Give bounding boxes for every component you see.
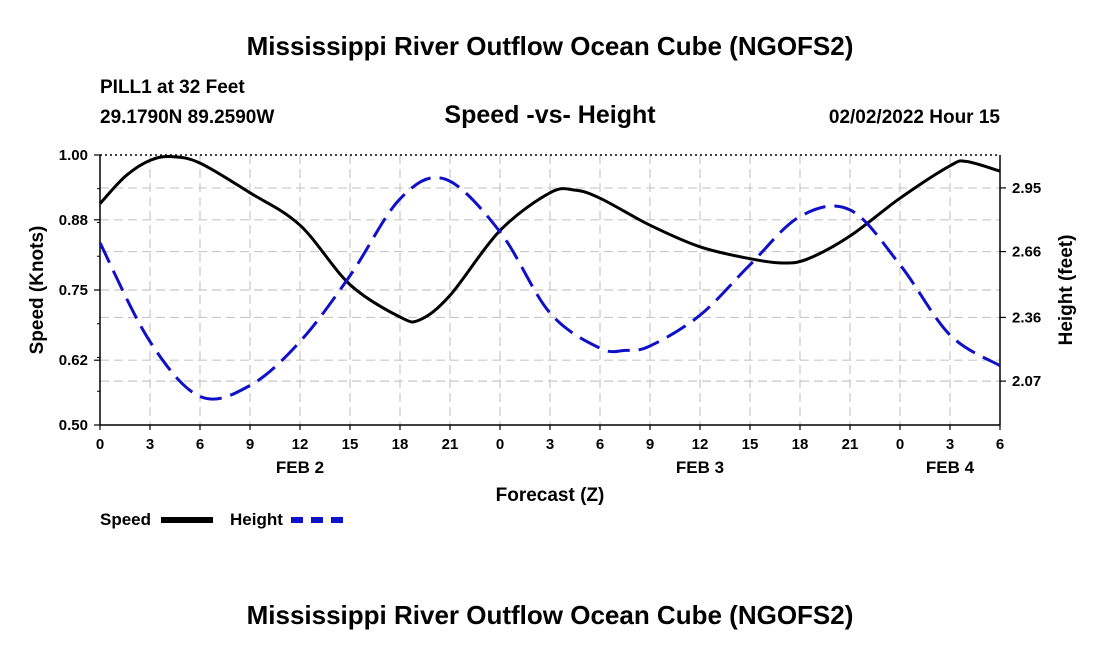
- y-left-tick-label: 0.50: [59, 417, 88, 434]
- x-tick-label: 6: [596, 436, 604, 453]
- y-right-tick-label: 2.07: [1012, 373, 1041, 390]
- x-axis-label: Forecast (Z): [496, 485, 605, 506]
- x-tick-label: 15: [342, 436, 359, 453]
- x-tick-label: 12: [292, 436, 309, 453]
- x-tick-label: 3: [946, 436, 954, 453]
- y-right-tick-label: 2.36: [1012, 309, 1041, 326]
- y-left-tick-label: 0.75: [59, 282, 88, 299]
- x-tick-label: 0: [96, 436, 104, 453]
- date-label: FEB 2: [276, 458, 324, 477]
- x-tick-label: 3: [546, 436, 554, 453]
- legend-speed-swatch: [161, 517, 213, 523]
- station-coords: 29.1790N 89.2590W: [100, 107, 275, 128]
- x-tick-label: 0: [496, 436, 504, 453]
- legend-height-swatch: [291, 517, 343, 523]
- series-line-speed: [98, 155, 1001, 324]
- x-tick-label: 9: [646, 436, 654, 453]
- y-left-axis-label: Speed (Knots): [27, 226, 48, 355]
- x-tick-label: 21: [442, 436, 459, 453]
- x-tick-label: 9: [246, 436, 254, 453]
- station-label: PILL1 at 32 Feet: [100, 77, 245, 98]
- y-left-tick-label: 0.88: [59, 212, 88, 229]
- legend-height-label: Height: [230, 510, 283, 529]
- legend-speed-label: Speed: [100, 510, 152, 529]
- y-right-axis-label: Height (feet): [1056, 235, 1077, 346]
- x-tick-label: 12: [692, 436, 709, 453]
- x-tick-label: 18: [792, 436, 809, 453]
- chart-subtitle: Speed -vs- Height: [444, 101, 656, 129]
- x-tick-label: 6: [196, 436, 204, 453]
- footer-title: Mississippi River Outflow Ocean Cube (NG…: [246, 600, 854, 630]
- x-tick-label: 15: [742, 436, 759, 453]
- series-line-height: [98, 176, 1001, 401]
- forecast-datetime: 02/02/2022 Hour 15: [828, 107, 1000, 128]
- date-label: FEB 3: [676, 458, 724, 477]
- x-tick-label: 18: [392, 436, 409, 453]
- x-tick-label: 3: [146, 436, 154, 453]
- y-right-tick-label: 2.66: [1012, 244, 1041, 261]
- y-left-tick-label: 1.00: [59, 147, 88, 164]
- x-tick-label: 0: [896, 436, 904, 453]
- x-tick-label: 6: [996, 436, 1004, 453]
- x-tick-label: 21: [842, 436, 859, 453]
- date-label: FEB 4: [926, 458, 975, 477]
- y-right-tick-label: 2.95: [1012, 180, 1041, 197]
- chart-title: Mississippi River Outflow Ocean Cube (NG…: [246, 31, 854, 61]
- y-left-tick-label: 0.62: [59, 352, 88, 369]
